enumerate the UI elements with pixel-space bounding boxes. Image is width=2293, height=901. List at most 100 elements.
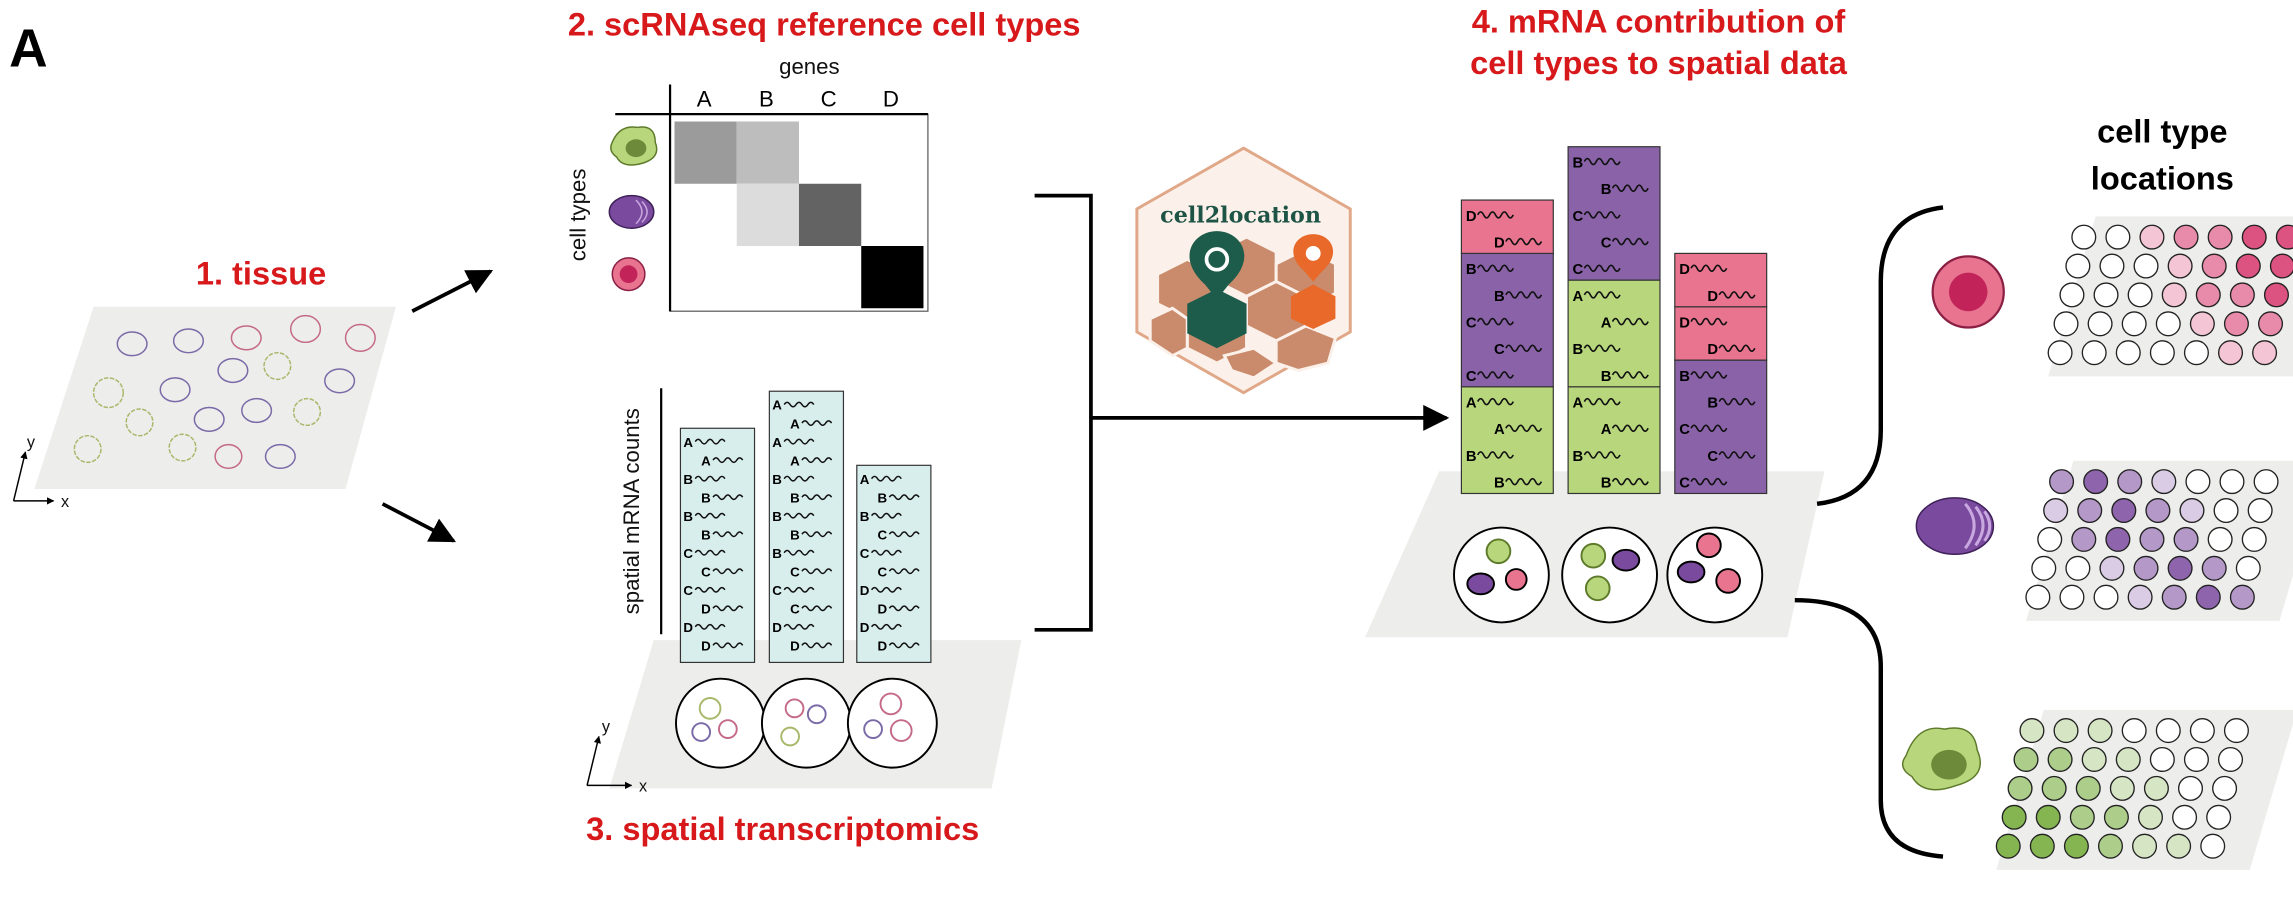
transcript <box>1583 451 1621 459</box>
location-spot <box>2115 746 2141 772</box>
transcript <box>712 531 744 538</box>
tissue-title: 1. tissue <box>196 255 326 292</box>
transcript <box>1611 371 1649 379</box>
logo: cell2location <box>1135 146 1352 395</box>
transcript <box>1718 291 1756 299</box>
transcript <box>1476 451 1515 459</box>
gene-letter: A <box>860 472 870 487</box>
location-spot <box>2047 340 2073 366</box>
gene-letter: C <box>878 564 888 579</box>
gene-label: A <box>697 87 712 112</box>
gene-letter: C <box>1494 342 1505 358</box>
transcript <box>1690 424 1728 433</box>
location-spot <box>2063 833 2089 859</box>
location-spot <box>2111 497 2137 524</box>
transcript <box>1611 317 1649 326</box>
gene-letter: C <box>878 527 888 542</box>
gene-letter: D <box>1679 316 1690 332</box>
location-spot <box>2161 282 2187 308</box>
matrix: A B C D <box>674 87 924 309</box>
transcript <box>888 605 920 612</box>
transcript <box>783 623 815 630</box>
tissue-axes: x y <box>12 434 69 511</box>
gene-letter: A <box>790 453 800 468</box>
location-spot <box>2183 746 2209 772</box>
location-spot <box>2189 718 2215 744</box>
location-spot <box>2081 746 2107 772</box>
transcript <box>870 475 902 482</box>
gene-letter: B <box>683 509 693 524</box>
transcript <box>1476 211 1515 219</box>
arrow <box>381 502 457 543</box>
spatial-title: 3. spatial transcriptomics <box>586 810 979 847</box>
transcript <box>694 438 726 445</box>
arrow <box>411 269 494 313</box>
contribution-title: 4. mRNA contribution of <box>1472 3 1846 40</box>
transcript <box>1505 237 1543 246</box>
location-spot <box>2007 775 2033 801</box>
location-spot <box>2081 340 2107 366</box>
transcript <box>870 586 902 593</box>
axis-y-label: y <box>602 718 611 736</box>
gene-letter: B <box>1494 289 1505 305</box>
location-spot <box>2166 833 2192 859</box>
location-spot <box>2127 282 2153 308</box>
transcript <box>801 531 833 538</box>
transcript <box>1690 264 1728 272</box>
gene-letter: C <box>1679 476 1690 492</box>
gene-letter: D <box>1494 235 1505 251</box>
axis-x-label: x <box>639 777 647 795</box>
transcript <box>888 642 920 649</box>
gene-letter: C <box>1466 316 1477 332</box>
location-spot <box>2117 469 2143 495</box>
location-spot <box>2071 224 2097 250</box>
transcript <box>783 549 815 556</box>
gene-letter: A <box>701 453 711 468</box>
gene-letter: C <box>1679 422 1690 438</box>
location-spot <box>2155 718 2181 744</box>
location-spot <box>2087 311 2113 337</box>
transcript <box>1505 344 1543 353</box>
transcript <box>694 549 726 556</box>
location-spot <box>2206 804 2232 830</box>
contribution-bars: A A B B B B C C C D D A A B B A A B B B B C C C B B C C C D D D D <box>1460 146 1768 495</box>
location-spot <box>2241 224 2267 250</box>
location-spot <box>2269 253 2293 279</box>
location-spot <box>2139 526 2165 552</box>
location-spot <box>2053 718 2079 744</box>
location-spot <box>2161 584 2187 610</box>
spatial-axes: x y <box>586 718 647 795</box>
location-spot <box>2195 584 2221 610</box>
gene-letter: B <box>790 527 800 542</box>
location-spot <box>2173 224 2199 250</box>
location-spot <box>2019 718 2045 744</box>
panel-label: A <box>9 20 48 79</box>
location-spot <box>2071 526 2097 552</box>
location-spot <box>2097 833 2124 859</box>
location-spot <box>2241 526 2267 552</box>
transcript <box>1583 344 1621 353</box>
gene-label: D <box>883 87 899 112</box>
gene-letter: B <box>790 490 800 505</box>
gene-letter: C <box>1573 262 1584 278</box>
gene-letter: B <box>878 490 888 505</box>
location-spot <box>2133 253 2159 279</box>
gene-letter: A <box>1573 289 1584 305</box>
count-bar <box>856 464 932 664</box>
location-spot <box>2001 804 2027 830</box>
location-spot <box>2145 497 2171 524</box>
gene-letter: D <box>878 639 888 654</box>
bracket <box>1816 205 1944 507</box>
contribution-segment <box>1567 279 1661 388</box>
transcript <box>801 457 833 464</box>
location-spot <box>2177 775 2204 801</box>
axis-x-label: x <box>61 493 69 511</box>
gene-letter: B <box>1573 155 1584 171</box>
transcript <box>1583 291 1621 299</box>
location-spot <box>2247 497 2273 524</box>
location-spot <box>2207 224 2233 250</box>
transcript <box>1718 451 1756 459</box>
location-spot <box>2105 224 2131 250</box>
contribution-segment <box>1460 386 1554 495</box>
